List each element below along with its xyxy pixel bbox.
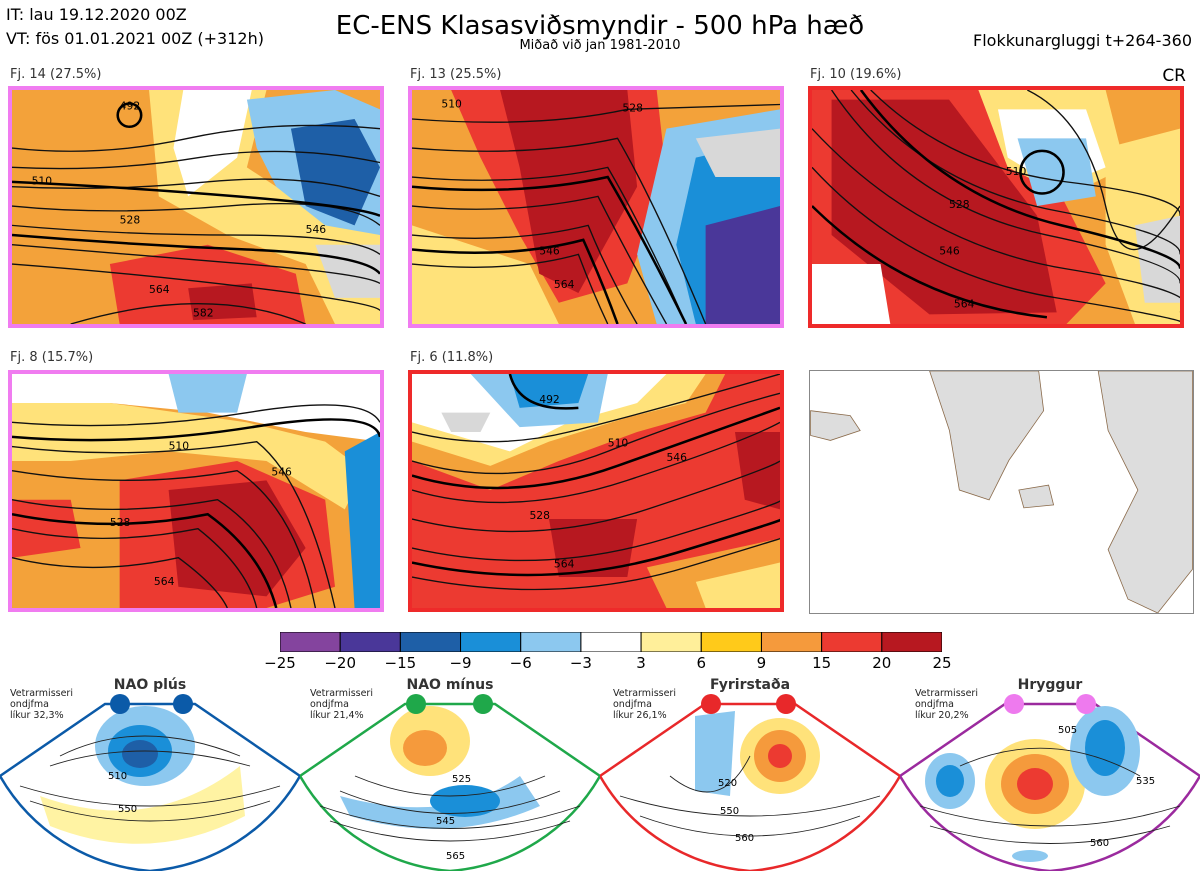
- colorbar-tick-label: −6: [509, 654, 532, 672]
- contour-label: 546: [939, 244, 960, 257]
- contour-label: 564: [154, 575, 175, 588]
- regime-stats: Vetrarmisseri ondjfma líkur 21,4%: [310, 688, 373, 721]
- colorbar-swatch: [821, 632, 883, 652]
- contour-label: 528: [529, 509, 550, 522]
- regime-contour-label: 535: [1136, 776, 1155, 787]
- regime-contour-label: 545: [436, 816, 455, 827]
- cluster-map-3: 510 528 546 564: [808, 86, 1184, 328]
- contour-label: 582: [193, 306, 214, 319]
- classification-window: Flokkunargluggi t+264-360: [973, 31, 1192, 50]
- contour-label: 510: [441, 97, 462, 110]
- colorbar-swatch: [580, 632, 642, 652]
- contour-label: 546: [271, 466, 292, 479]
- cluster-map-1: 492 510 528 546 564 582: [8, 86, 384, 328]
- colorbar-swatch: [881, 632, 942, 652]
- valid-time: VT: fös 01.01.2021 00Z (+312h): [6, 29, 264, 48]
- panel-4-label: Fj. 8 (15.7%): [10, 350, 94, 365]
- contour-label: 546: [666, 451, 687, 464]
- regime-contour-label: 505: [1058, 725, 1077, 736]
- regime-nao-minus: 525 545 565: [300, 676, 600, 871]
- regime-contour-label: 510: [108, 771, 127, 782]
- regime-stats: Vetrarmisseri ondjfma líkur 26,1%: [613, 688, 676, 721]
- panel-1-label: Fj. 14 (27.5%): [10, 67, 102, 82]
- contour-label: 492: [539, 393, 560, 406]
- colorbar-tick-label: −15: [384, 654, 417, 672]
- regime-contour-label: 560: [1090, 838, 1109, 849]
- contour-label: 564: [954, 298, 975, 311]
- regime-stats: Vetrarmisseri ondjfma líkur 20,2%: [915, 688, 978, 721]
- contour-label: 510: [169, 439, 190, 452]
- colorbar-swatch: [520, 632, 582, 652]
- cluster-map-2: 510 528 546 564: [408, 86, 784, 328]
- panel-2-label: Fj. 13 (25.5%): [410, 67, 502, 82]
- colorbar-swatch: [460, 632, 522, 652]
- contour-label: 528: [120, 213, 141, 226]
- regime-ridge: 505 535 560: [900, 676, 1200, 871]
- colorbar: [280, 632, 942, 652]
- initial-time: IT: lau 19.12.2020 00Z: [6, 5, 187, 24]
- contour-label: 492: [120, 99, 141, 112]
- colorbar-tick-label: −9: [449, 654, 472, 672]
- cluster-map-4: 510 528 546 564: [8, 370, 384, 612]
- colorbar-swatch: [339, 632, 401, 652]
- contour-label: 564: [554, 278, 575, 291]
- colorbar-swatch: [640, 632, 702, 652]
- colorbar-swatch: [700, 632, 762, 652]
- regime-name: NAO mínus: [406, 677, 494, 693]
- colorbar-tick-label: 20: [872, 654, 892, 672]
- regime-blocking: 520 550 560: [600, 676, 900, 871]
- regime-contour-label: 550: [720, 806, 739, 817]
- colorbar-swatch: [399, 632, 462, 652]
- colorbar-tick-label: 15: [812, 654, 832, 672]
- regime-name: Hryggur: [1017, 677, 1083, 693]
- colorbar-tick-label: −20: [324, 654, 356, 672]
- base-map: [809, 370, 1194, 614]
- regime-contour-label: 550: [118, 804, 137, 815]
- regime-contour-label: 525: [452, 774, 471, 785]
- contour-label: 528: [110, 516, 131, 529]
- colorbar-tick-label: 9: [756, 654, 767, 672]
- panel-5-label: Fj. 6 (11.8%): [410, 350, 494, 365]
- regime-stats: Vetrarmisseri ondjfma líkur 32,3%: [10, 688, 73, 721]
- regime-contour-label: 520: [718, 778, 737, 789]
- regime-code: CR: [1162, 66, 1186, 86]
- page-title: EC-ENS Klasasviðsmyndir - 500 hPa hæð: [335, 11, 865, 41]
- contour-label: 510: [1006, 165, 1027, 178]
- contour-label: 510: [608, 437, 629, 450]
- regime-name: Fyrirstaða: [709, 677, 791, 693]
- regime-contour-label: 565: [446, 851, 465, 862]
- colorbar-tick-label: 25: [932, 654, 952, 672]
- contour-label: 564: [554, 557, 575, 570]
- colorbar-tick-label: 6: [696, 654, 707, 672]
- colorbar-tick-label: −25: [264, 654, 296, 672]
- cluster-map-5: 492 510 528 546 564: [408, 370, 784, 612]
- colorbar-swatch: [280, 632, 341, 652]
- regime-name: NAO plús: [113, 677, 187, 693]
- colorbar-tick-label: 3: [636, 654, 646, 672]
- colorbar-swatch: [760, 632, 823, 652]
- contour-label: 546: [306, 223, 327, 236]
- page-subtitle: Miðað við jan 1981-2010: [519, 38, 681, 53]
- contour-label: 546: [539, 244, 560, 257]
- regime-nao-plus: 510 550: [0, 676, 300, 871]
- contour-label: 564: [149, 283, 170, 296]
- colorbar-tick-label: −3: [569, 654, 592, 672]
- contour-label: 528: [622, 101, 643, 114]
- regime-contour-label: 560: [735, 833, 754, 844]
- contour-label: 510: [32, 175, 53, 188]
- contour-label: 528: [949, 198, 970, 211]
- panel-3-label: Fj. 10 (19.6%): [810, 67, 902, 82]
